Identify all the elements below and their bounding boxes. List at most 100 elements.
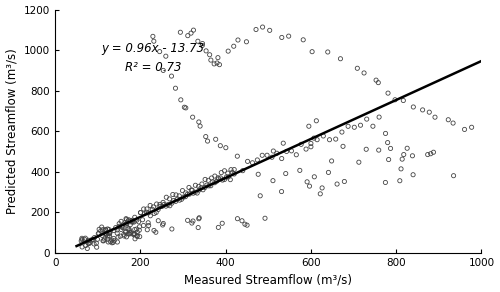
Point (324, 50, 332, 54)
Point (104, 227, 112, 231)
Point (282, 171, 290, 176)
Point (278, 35, 286, 40)
Point (313, 137, 321, 142)
Point (318, 186, 326, 190)
Point (150, 228, 158, 233)
Point (382, 131, 390, 136)
Point (110, 239, 118, 243)
Point (144, 220, 152, 225)
Point (166, 197, 173, 201)
Point (105, 227, 113, 232)
Point (146, 203, 154, 208)
Point (82, 236, 90, 241)
Point (299, 37, 307, 42)
Point (333, 182, 341, 186)
Point (340, 179, 348, 184)
Point (256, 194, 264, 198)
Point (160, 202, 168, 207)
Point (84, 246, 92, 251)
Point (138, 218, 146, 222)
Point (197, 185, 205, 190)
Point (355, 160, 363, 164)
Point (238, 218, 246, 223)
Point (92, 241, 100, 246)
Point (106, 234, 114, 238)
Point (172, 199, 179, 204)
Point (182, 194, 190, 199)
Point (186, 192, 194, 197)
Point (78, 236, 86, 241)
Point (143, 207, 151, 211)
Point (144, 211, 152, 215)
Point (150, 211, 158, 216)
Point (100, 238, 108, 243)
Point (150, 39, 158, 44)
Point (149, 34, 157, 39)
Point (398, 157, 406, 161)
Point (159, 68, 167, 73)
Point (320, 134, 328, 138)
Point (410, 105, 418, 109)
Point (206, 53, 214, 57)
Point (102, 227, 110, 232)
Point (178, 188, 186, 193)
Point (212, 179, 220, 184)
Point (125, 232, 133, 237)
Point (312, 119, 320, 123)
Point (209, 180, 217, 184)
Point (113, 231, 121, 235)
Point (184, 33, 192, 38)
Point (328, 159, 336, 163)
Point (332, 137, 340, 141)
Point (248, 160, 256, 165)
Point (178, 197, 186, 201)
Point (86, 238, 94, 243)
Point (400, 98, 407, 103)
Point (263, 153, 271, 158)
Point (95, 231, 103, 236)
Point (184, 192, 192, 197)
Point (168, 74, 175, 79)
Point (88, 237, 96, 241)
Point (214, 225, 222, 230)
Point (159, 200, 167, 205)
Point (169, 192, 177, 197)
Point (460, 127, 468, 132)
Point (374, 80, 382, 85)
Point (196, 124, 204, 128)
Point (391, 98, 399, 102)
Point (234, 216, 241, 221)
Point (152, 230, 160, 234)
Point (118, 224, 126, 228)
Point (397, 166, 405, 171)
Point (99, 239, 107, 243)
Y-axis label: Predicted Streamflow (m³/s): Predicted Streamflow (m³/s) (6, 48, 18, 214)
Point (204, 139, 212, 143)
Point (131, 232, 139, 237)
Point (126, 228, 134, 233)
Point (278, 189, 285, 194)
Point (234, 154, 241, 159)
Point (98, 227, 106, 232)
Point (154, 218, 162, 223)
Point (195, 120, 203, 124)
Point (78, 245, 86, 249)
Point (104, 237, 112, 241)
Point (102, 232, 110, 237)
Point (400, 152, 408, 157)
Point (117, 219, 125, 224)
Point (180, 195, 188, 199)
Point (326, 137, 334, 142)
Point (360, 71, 368, 75)
Point (403, 146, 411, 151)
Point (185, 185, 193, 190)
Point (134, 230, 141, 234)
Point (80, 237, 88, 241)
Point (115, 224, 123, 229)
Point (95, 227, 103, 232)
Point (102, 232, 110, 237)
Point (354, 66, 362, 71)
Point (218, 221, 226, 226)
Point (113, 227, 121, 232)
Point (162, 195, 170, 200)
